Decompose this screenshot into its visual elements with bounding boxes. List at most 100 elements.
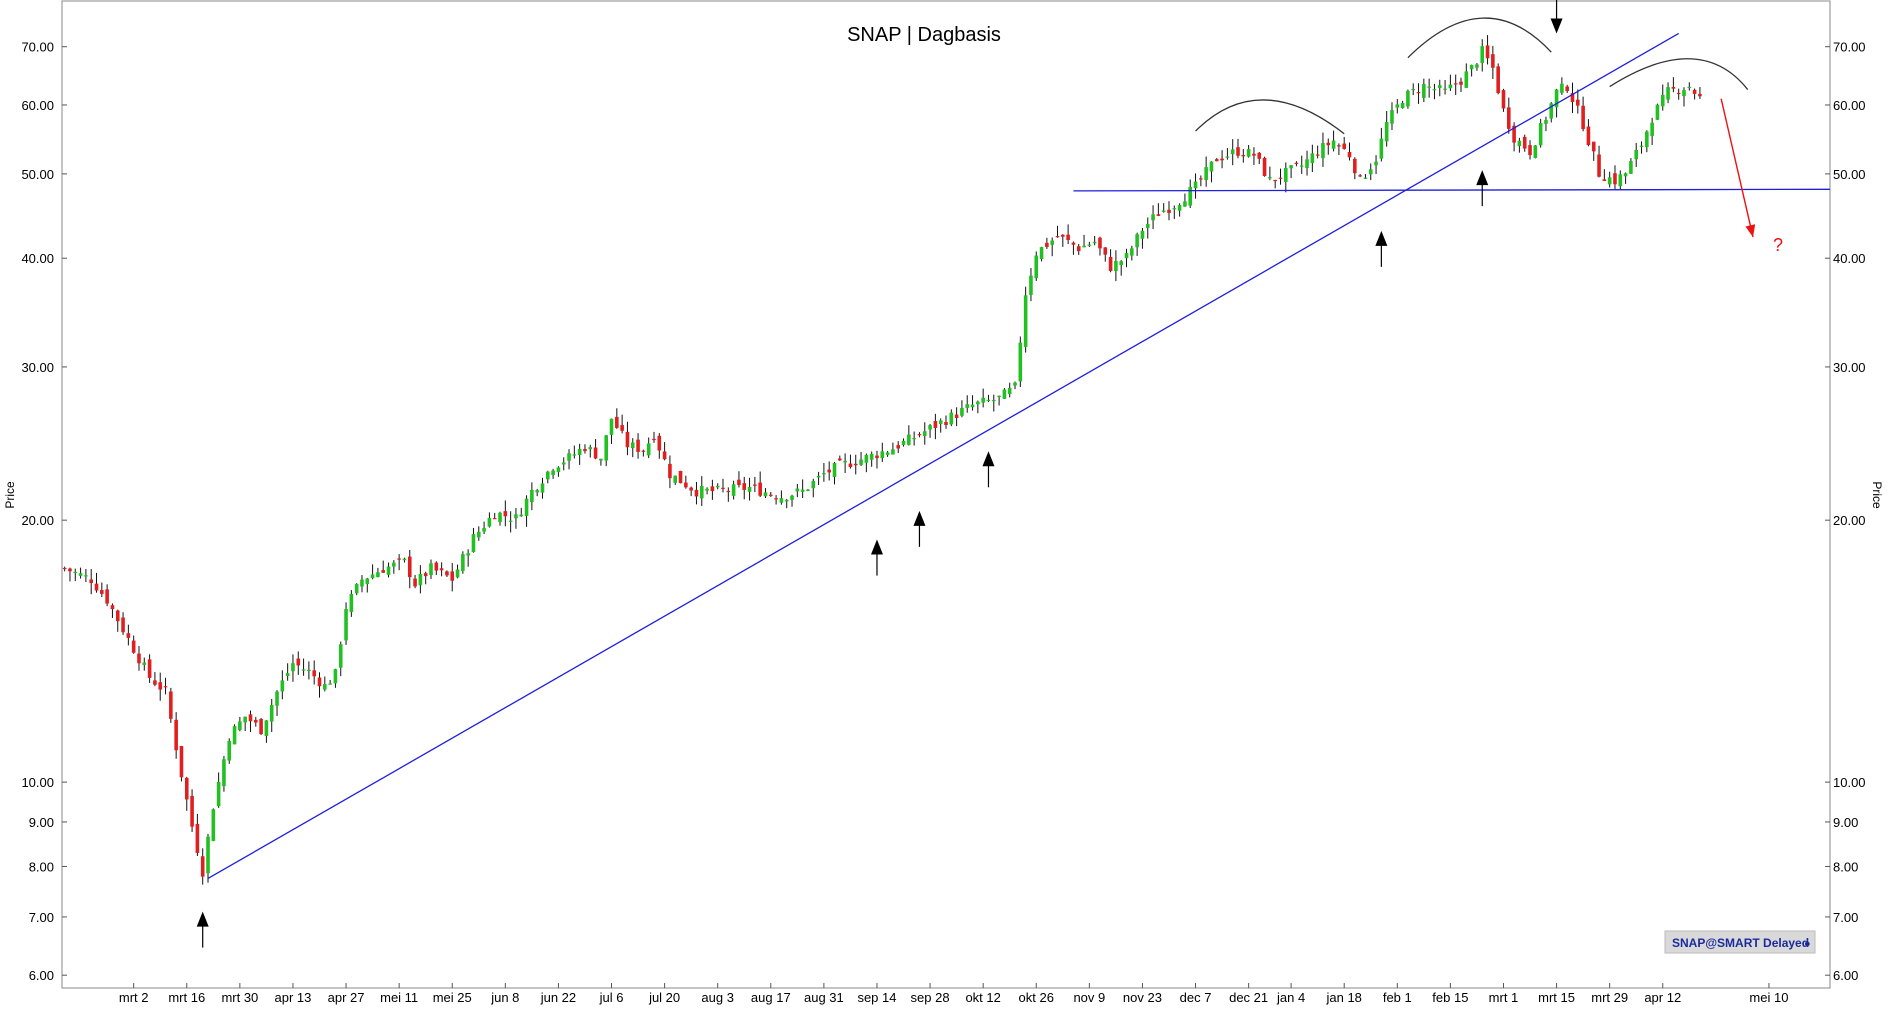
candle-body xyxy=(1581,105,1585,130)
candle-body xyxy=(1459,81,1463,85)
y-tick-label-left: 8.00 xyxy=(29,859,54,874)
candle-body xyxy=(561,462,566,465)
y-tick-label-right: 10.00 xyxy=(1833,775,1866,790)
candle-body xyxy=(163,686,168,688)
candle-body xyxy=(1453,83,1458,85)
x-tick-label: okt 26 xyxy=(1019,990,1054,1005)
candle-body xyxy=(1151,214,1155,221)
badge-background xyxy=(1664,930,1816,954)
candle-body xyxy=(1692,89,1697,94)
candle-body xyxy=(896,445,901,449)
x-tick-label: mrt 15 xyxy=(1538,990,1575,1005)
candle-body xyxy=(1103,247,1108,255)
candle-body xyxy=(954,414,959,418)
candle-body xyxy=(763,492,768,497)
candle-body xyxy=(402,558,407,561)
candle-body xyxy=(1230,149,1235,155)
candle-body xyxy=(1443,88,1447,90)
x-tick-label: jun 22 xyxy=(540,990,576,1005)
candle-body xyxy=(211,809,216,841)
candle-body xyxy=(779,498,784,503)
candle-body xyxy=(1246,149,1251,157)
candle-body xyxy=(689,487,693,491)
candle-body xyxy=(795,488,800,492)
candle-body xyxy=(827,469,831,473)
candle-body xyxy=(1655,104,1660,120)
candle-body xyxy=(158,682,163,690)
candle-body xyxy=(1278,177,1283,179)
candle-body xyxy=(1639,145,1644,147)
candle-body xyxy=(662,451,667,460)
candle-body xyxy=(466,553,470,556)
up-arrow xyxy=(1375,230,1388,267)
up-arrow-head xyxy=(870,539,883,555)
candle-body xyxy=(705,488,709,491)
candle-body xyxy=(514,514,518,519)
candle-body xyxy=(1618,174,1623,187)
candle-body xyxy=(572,454,577,456)
data-source-badge: SNAP@SMART Delayed ● xyxy=(1664,930,1816,954)
candle-body xyxy=(1506,107,1511,129)
candle-body xyxy=(1241,155,1246,157)
candle-body xyxy=(1549,103,1554,119)
candle-body xyxy=(243,716,247,723)
candle-body xyxy=(227,740,232,761)
x-tick-label: feb 15 xyxy=(1432,990,1468,1005)
candle-body xyxy=(423,573,428,577)
x-tick-label: mei 10 xyxy=(1749,990,1788,1005)
candle-body xyxy=(434,562,439,571)
candle-body xyxy=(540,483,545,493)
candle-body xyxy=(498,512,502,523)
candle-body xyxy=(1257,152,1262,159)
candle-body xyxy=(1485,45,1490,59)
candle-body xyxy=(1326,142,1331,146)
candle-body xyxy=(684,482,688,488)
up-arrow-head xyxy=(1375,230,1388,246)
y-tick-label-left: 9.00 xyxy=(29,815,54,830)
globe-icon: ● xyxy=(1804,938,1811,950)
chart-title: SNAP | Dagbasis xyxy=(847,24,1001,46)
candle-body xyxy=(1039,247,1044,259)
candle-body xyxy=(1565,86,1569,91)
candle-body xyxy=(1177,205,1182,211)
y-tick-label-right: 70.00 xyxy=(1833,40,1866,55)
candle-body xyxy=(907,434,911,445)
candle-body xyxy=(1533,145,1538,158)
candle-body xyxy=(694,489,699,497)
candle-body xyxy=(100,590,104,594)
candle-body xyxy=(1225,156,1230,158)
candle-body xyxy=(94,583,99,591)
candle-body xyxy=(392,562,396,567)
candle-body xyxy=(1087,244,1092,246)
y-tick-label-left: 20.00 xyxy=(21,513,54,528)
candle-body xyxy=(471,534,476,553)
candle-body xyxy=(264,720,269,736)
candle-body xyxy=(1045,242,1049,247)
candle-body xyxy=(1002,389,1007,399)
candle-body xyxy=(376,572,380,578)
x-tick-label: aug 17 xyxy=(751,990,791,1005)
candle-body xyxy=(1305,159,1309,169)
candle-body xyxy=(636,439,640,452)
x-tick-label: mrt 30 xyxy=(221,990,258,1005)
candle-body xyxy=(912,438,916,440)
x-tick-label: mrt 16 xyxy=(168,990,205,1005)
candle-body xyxy=(976,401,980,405)
candle-body xyxy=(1013,382,1017,386)
candle-body xyxy=(1066,234,1070,241)
candle-body xyxy=(397,558,401,560)
y-tick-label-left: 50.00 xyxy=(21,167,54,182)
candle-body xyxy=(1464,71,1469,88)
up-arrow xyxy=(196,911,209,948)
candle-body xyxy=(1634,149,1639,160)
candle-body xyxy=(859,459,863,465)
candle-body xyxy=(1544,120,1548,124)
candle-body xyxy=(1607,177,1612,185)
x-tick-label: jul 6 xyxy=(599,990,624,1005)
x-tick-label: mrt 2 xyxy=(119,990,149,1005)
candle-body xyxy=(349,593,354,613)
candle-body xyxy=(301,669,306,671)
candle-body xyxy=(811,480,816,489)
y-tick-label-right: 9.00 xyxy=(1833,815,1858,830)
